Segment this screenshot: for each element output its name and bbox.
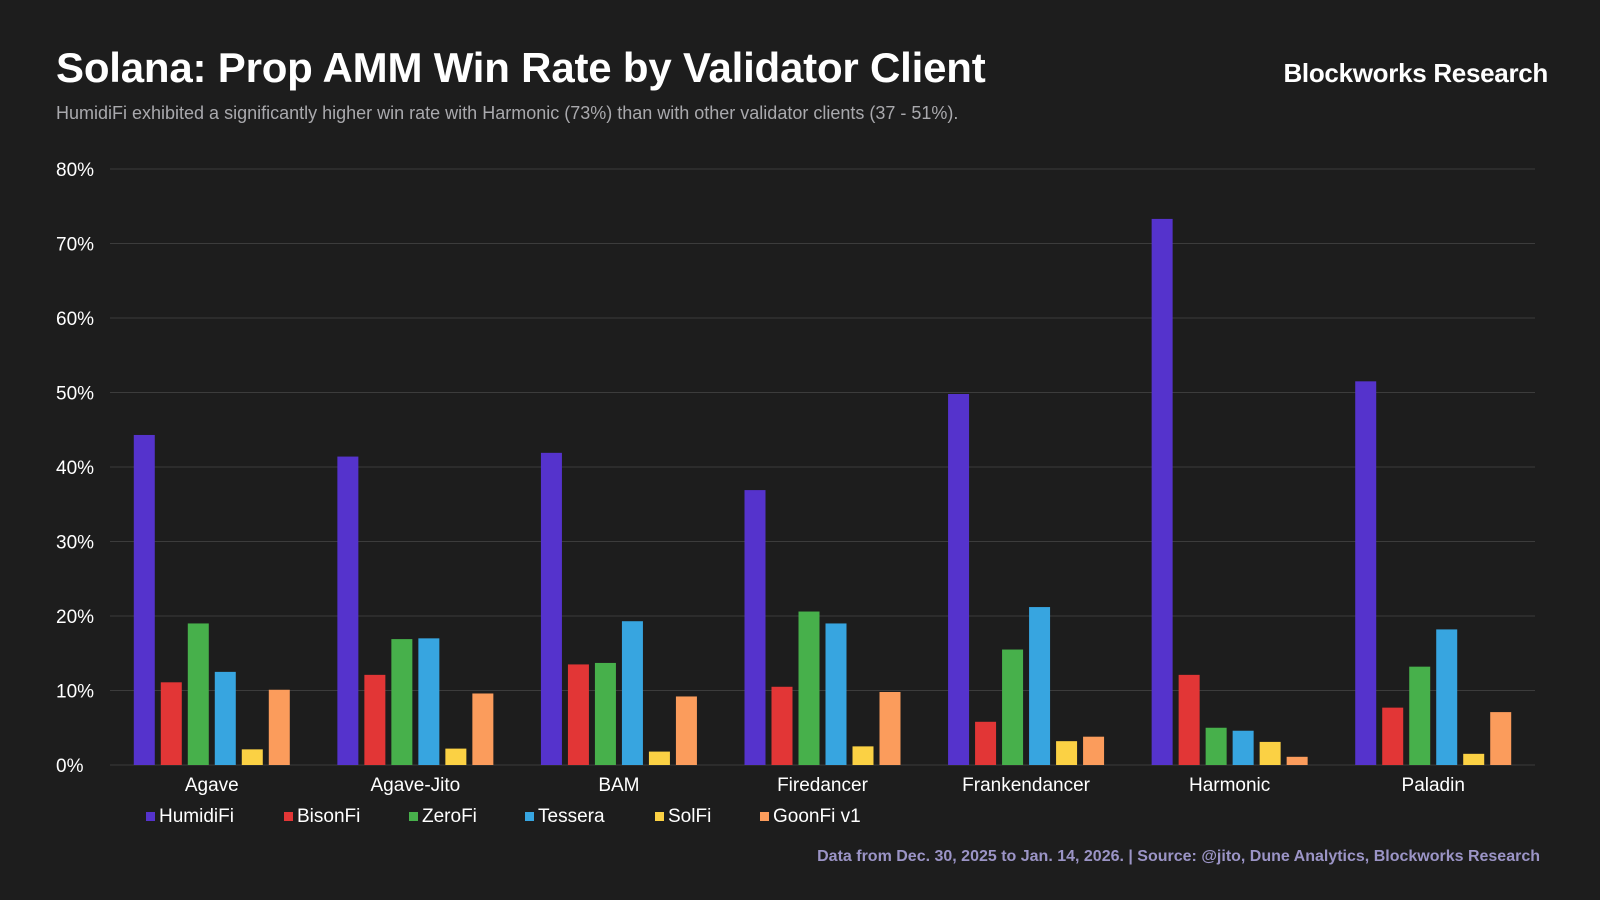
bar-bisonfi-agave-jito xyxy=(364,674,386,765)
bar-humidifi-firedancer xyxy=(744,490,766,765)
legend-label: HumidiFi xyxy=(159,806,234,827)
x-tick-label: BAM xyxy=(598,775,639,796)
legend-swatch xyxy=(146,812,155,821)
legend-swatch xyxy=(284,812,293,821)
bar-zerofi-paladin xyxy=(1409,666,1431,765)
y-tick-label: 60% xyxy=(56,309,94,330)
bar-solfi-harmonic xyxy=(1259,741,1281,765)
legend-label: BisonFi xyxy=(297,806,360,827)
y-tick-label: 30% xyxy=(56,533,94,554)
x-tick-label: Frankendancer xyxy=(962,775,1090,796)
bar-goonfi-v1-bam xyxy=(675,696,697,765)
legend-label: Tessera xyxy=(538,806,605,827)
legend-swatch xyxy=(525,812,534,821)
y-tick-label: 0% xyxy=(56,756,84,777)
bar-solfi-bam xyxy=(648,751,670,765)
legend-swatch xyxy=(655,812,664,821)
bar-tessera-paladin xyxy=(1436,629,1458,765)
bar-tessera-agave xyxy=(214,671,236,765)
bar-zerofi-harmonic xyxy=(1205,727,1227,765)
bar-humidifi-agave xyxy=(133,434,155,765)
bar-solfi-firedancer xyxy=(852,746,874,765)
bar-solfi-agave xyxy=(241,749,263,765)
y-tick-label: 80% xyxy=(56,160,94,181)
x-tick-label: Agave xyxy=(185,775,239,796)
bar-tessera-agave-jito xyxy=(418,638,440,765)
bar-zerofi-bam xyxy=(594,662,616,765)
bar-tessera-firedancer xyxy=(825,623,847,765)
chart-subtitle: HumidiFi exhibited a significantly highe… xyxy=(56,103,959,123)
bar-solfi-paladin xyxy=(1463,753,1485,765)
bar-goonfi-v1-firedancer xyxy=(879,691,901,765)
x-tick-label: Agave-Jito xyxy=(370,775,460,796)
bar-goonfi-v1-harmonic xyxy=(1286,756,1308,765)
bars xyxy=(133,218,1512,766)
bar-bisonfi-agave xyxy=(160,682,182,765)
bar-bisonfi-bam xyxy=(567,664,589,765)
chart-title: Solana: Prop AMM Win Rate by Validator C… xyxy=(56,44,986,91)
legend-label: GoonFi v1 xyxy=(773,806,861,827)
legend-label: ZeroFi xyxy=(422,806,477,827)
bar-zerofi-frankendancer xyxy=(1002,649,1024,765)
bar-humidifi-frankendancer xyxy=(948,393,970,765)
bar-tessera-frankendancer xyxy=(1029,607,1051,765)
bar-solfi-agave-jito xyxy=(445,748,467,765)
bar-goonfi-v1-paladin xyxy=(1490,712,1512,765)
legend-label: SolFi xyxy=(668,806,711,827)
bar-humidifi-harmonic xyxy=(1151,218,1173,766)
bar-zerofi-firedancer xyxy=(798,611,820,765)
bar-tessera-bam xyxy=(621,621,643,765)
bar-bisonfi-frankendancer xyxy=(975,721,997,765)
bar-goonfi-v1-frankendancer xyxy=(1083,736,1105,765)
x-tick-label: Harmonic xyxy=(1189,775,1270,796)
y-axis-ticks: 0% 10% 20% 30% 40% 50% 60% 70% 80% xyxy=(56,160,94,777)
legend: HumidiFi BisonFi ZeroFi Tessera SolFi GoonFi … xyxy=(146,806,861,827)
bar-bisonfi-harmonic xyxy=(1178,674,1200,765)
bar-goonfi-v1-agave xyxy=(268,689,290,765)
grid-lines xyxy=(110,168,1535,766)
x-tick-label: Firedancer xyxy=(777,775,868,796)
y-tick-label: 70% xyxy=(56,235,94,256)
x-axis-labels: Agave Agave-Jito BAM Firedancer Frankendance… xyxy=(185,775,1465,796)
bar-bisonfi-firedancer xyxy=(771,686,793,765)
bar-zerofi-agave-jito xyxy=(391,639,413,765)
bar-goonfi-v1-agave-jito xyxy=(472,693,494,765)
brand-logo: Blockworks Research xyxy=(1283,58,1548,88)
y-tick-label: 40% xyxy=(56,458,94,479)
bar-humidifi-bam xyxy=(540,452,562,765)
bar-zerofi-agave xyxy=(187,623,209,765)
legend-swatch xyxy=(760,812,769,821)
bar-solfi-frankendancer xyxy=(1056,741,1078,765)
y-tick-label: 50% xyxy=(56,384,94,405)
bar-humidifi-agave-jito xyxy=(337,456,359,765)
bar-bisonfi-paladin xyxy=(1382,707,1404,765)
x-tick-label: Paladin xyxy=(1402,775,1465,796)
source-note: Data from Dec. 30, 2025 to Jan. 14, 2026… xyxy=(817,848,1540,865)
y-tick-label: 10% xyxy=(56,682,94,703)
legend-swatch xyxy=(409,812,418,821)
bar-humidifi-paladin xyxy=(1355,381,1377,765)
y-tick-label: 20% xyxy=(56,607,94,628)
bar-tessera-harmonic xyxy=(1232,730,1254,765)
